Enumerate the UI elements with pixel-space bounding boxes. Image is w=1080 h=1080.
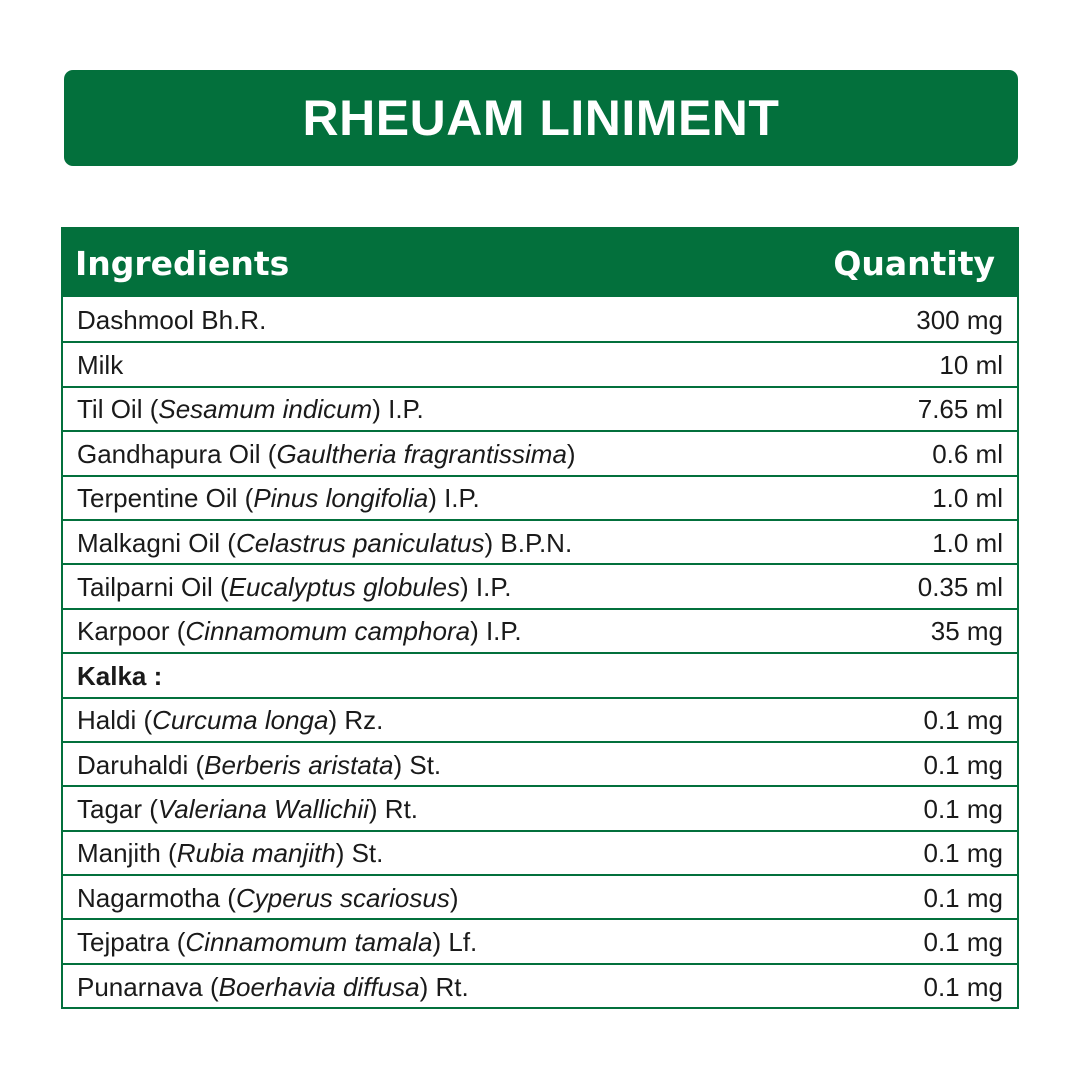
table-row: Gandhapura Oil (Gaultheria fragrantissim…	[63, 430, 1017, 474]
ingredient-common-name: Dashmool Bh.R.	[77, 304, 267, 335]
ingredient-quantity: 10 ml	[939, 350, 1003, 381]
table-row: Til Oil (Sesamum indicum) I.P. 7.65 ml	[63, 385, 1017, 430]
ingredient-name: Til Oil (Sesamum indicum) I.P.	[77, 394, 424, 425]
ingredient-quantity: 0.1 mg	[923, 927, 1004, 958]
ingredient-common-name: Milk	[77, 350, 124, 381]
table-header-row: Ingredients Quantity	[63, 229, 1017, 297]
table-section-row: Kalka :	[63, 652, 1017, 696]
ingredient-suffix: ) I.P.	[470, 616, 522, 647]
ingredient-botanical-name: Boerhavia diffusa	[218, 971, 420, 1002]
ingredient-name: Tailparni Oil (Eucalyptus globules) I.P.	[77, 572, 512, 603]
ingredient-suffix: ) St.	[393, 749, 442, 780]
ingredient-botanical-name: Celastrus paniculatus	[235, 527, 485, 558]
ingredient-name: Terpentine Oil (Pinus longifolia) I.P.	[77, 483, 480, 514]
page-title: RHEUAM LINIMENT	[302, 90, 780, 146]
ingredient-quantity: 0.1 mg	[923, 705, 1004, 736]
table-row: Karpoor (Cinnamomum camphora) I.P. 35 mg	[63, 607, 1017, 652]
ingredient-common-name: Til Oil (	[77, 394, 159, 425]
table-row: Daruhaldi (Berberis aristata) St. 0.1 mg	[63, 740, 1017, 785]
ingredient-common-name: Tejpatra (	[77, 927, 186, 958]
ingredient-botanical-name: Berberis aristata	[204, 749, 394, 780]
ingredient-name: Tagar (Valeriana Wallichii) Rt.	[77, 794, 418, 825]
ingredient-suffix: ) I.P.	[372, 394, 424, 425]
table-row: Terpentine Oil (Pinus longifolia) I.P. 1.…	[63, 474, 1017, 519]
ingredient-quantity: 0.1 mg	[923, 793, 1004, 824]
ingredient-botanical-name: Sesamum indicum	[158, 394, 373, 425]
column-header-ingredients: Ingredients	[75, 243, 290, 283]
table-row: Manjith (Rubia manjith) St. 0.1 mg	[63, 829, 1017, 874]
ingredient-name: Karpoor (Cinnamomum camphora) I.P.	[77, 616, 522, 647]
ingredient-name: Malkagni Oil (Celastrus paniculatus) B.P…	[77, 528, 572, 559]
table-row: Malkagni Oil (Celastrus paniculatus) B.P…	[63, 518, 1017, 563]
ingredient-botanical-name: Eucalyptus globules	[228, 572, 460, 603]
ingredient-quantity: 0.1 mg	[923, 882, 1004, 913]
ingredient-common-name: Haldi (	[77, 705, 153, 736]
ingredient-common-name: Gandhapura Oil (	[77, 438, 277, 469]
table-body: Dashmool Bh.R. 300 mg Milk 10 ml Til Oil (Se…	[63, 297, 1017, 1007]
ingredient-suffix: ) B.P.N.	[484, 527, 573, 558]
ingredient-common-name: Nagarmotha (	[77, 882, 236, 913]
table-row: Nagarmotha (Cyperus scariosus) 0.1 mg	[63, 874, 1017, 918]
ingredient-common-name: Daruhaldi (	[77, 749, 205, 780]
ingredient-suffix: ) Rt.	[368, 793, 419, 824]
ingredient-quantity: 1.0 ml	[932, 483, 1003, 514]
ingredient-botanical-name: Valeriana Wallichii	[157, 793, 369, 824]
ingredient-quantity: 0.1 mg	[923, 838, 1004, 869]
ingredient-name: Punarnava (Boerhavia diffusa) Rt.	[77, 972, 469, 1003]
ingredient-suffix: ) Rt.	[419, 971, 469, 1002]
table-row: Punarnava (Boerhavia diffusa) Rt. 0.1 mg	[63, 962, 1017, 1007]
ingredient-botanical-name: Cinnamomum camphora	[185, 616, 471, 647]
table-row: Tejpatra (Cinnamomum tamala) Lf. 0.1 mg	[63, 918, 1017, 962]
column-header-quantity: Quantity	[833, 243, 995, 283]
ingredient-name: Gandhapura Oil (Gaultheria fragrantissim…	[77, 439, 576, 470]
table-row: Tailparni Oil (Eucalyptus globules) I.P.…	[63, 563, 1017, 607]
ingredient-quantity: 0.35 ml	[917, 572, 1003, 603]
ingredient-common-name: Karpoor (	[77, 616, 186, 647]
ingredient-common-name: Malkagni Oil (	[77, 527, 236, 558]
ingredient-botanical-name: Gaultheria fragrantissima	[276, 438, 567, 469]
ingredient-name: Daruhaldi (Berberis aristata) St.	[77, 750, 441, 781]
ingredient-suffix: ) Lf.	[432, 927, 478, 958]
ingredient-name: Nagarmotha (Cyperus scariosus)	[77, 883, 459, 914]
ingredient-common-name: Tailparni Oil (	[77, 572, 229, 603]
table-row: Tagar (Valeriana Wallichii) Rt. 0.1 mg	[63, 785, 1017, 829]
ingredient-botanical-name: Pinus longifolia	[253, 483, 429, 514]
table-row: Milk 10 ml	[63, 341, 1017, 385]
table-row: Haldi (Curcuma longa) Rz. 0.1 mg	[63, 696, 1017, 741]
ingredient-quantity: 1.0 ml	[932, 527, 1003, 558]
ingredient-botanical-name: Cinnamomum tamala	[185, 927, 433, 958]
ingredient-common-name: Terpentine Oil (	[77, 483, 254, 514]
ingredient-quantity: 0.6 ml	[932, 438, 1003, 469]
ingredient-common-name: Punarnava (	[77, 971, 219, 1002]
ingredient-quantity: 0.1 mg	[923, 749, 1004, 780]
ingredient-botanical-name: Rubia manjith	[176, 838, 336, 869]
ingredient-common-name: Tagar (	[77, 793, 158, 824]
ingredient-suffix: )	[449, 882, 459, 913]
ingredient-common-name: Manjith (	[77, 838, 177, 869]
section-label: Kalka :	[77, 660, 163, 691]
ingredient-name: Manjith (Rubia manjith) St.	[77, 838, 383, 869]
ingredient-quantity: 0.1 mg	[923, 971, 1004, 1002]
ingredient-suffix: ) St.	[335, 838, 384, 869]
ingredient-quantity: 300 mg	[916, 304, 1003, 335]
ingredient-name: Tejpatra (Cinnamomum tamala) Lf.	[77, 927, 477, 958]
ingredient-botanical-name: Cyperus scariosus	[235, 882, 450, 913]
ingredient-name: Haldi (Curcuma longa) Rz.	[77, 705, 383, 736]
ingredient-name: Milk	[77, 350, 123, 381]
ingredient-quantity: 7.65 ml	[917, 394, 1003, 425]
ingredient-suffix: ) Rz.	[328, 705, 384, 736]
ingredient-suffix: ) I.P.	[428, 483, 480, 514]
title-banner: RHEUAM LINIMENT	[64, 70, 1018, 166]
ingredient-name: Dashmool Bh.R.	[77, 305, 266, 336]
ingredient-suffix: )	[566, 438, 576, 469]
ingredient-quantity: 35 mg	[930, 616, 1003, 647]
table-row: Dashmool Bh.R. 300 mg	[63, 297, 1017, 341]
ingredients-table: Ingredients Quantity Dashmool Bh.R. 300 m…	[61, 227, 1019, 1010]
ingredient-botanical-name: Curcuma longa	[152, 705, 329, 736]
ingredient-suffix: ) I.P.	[459, 572, 512, 603]
